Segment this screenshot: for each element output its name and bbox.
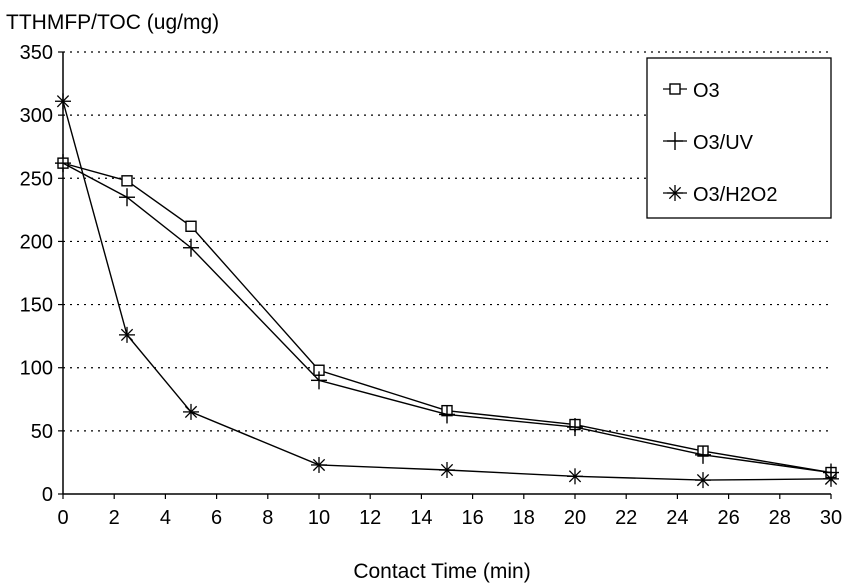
axes: [58, 51, 832, 499]
x-tick-label: 6: [211, 507, 222, 529]
legend-marker: [667, 185, 683, 201]
data-point-o3-uv: [55, 154, 71, 173]
y-tick-label: 300: [20, 105, 53, 127]
x-tick-label: 4: [160, 507, 171, 529]
x-tick-label: 0: [57, 507, 68, 529]
x-tick-label: 12: [359, 507, 381, 529]
x-tick-label: 2: [109, 507, 120, 529]
data-point-o3-uv: [183, 238, 199, 257]
x-tick-label: 16: [461, 507, 483, 529]
legend-item-o3: O3: [663, 80, 720, 102]
data-point-o3-h2o2: [55, 93, 71, 110]
y-tick-label: 200: [20, 231, 53, 253]
data-point-o3: [121, 175, 133, 187]
data-point-o3: [185, 220, 197, 232]
x-tick-label: 22: [615, 507, 637, 529]
legend-item-o3-uv: O3/UV: [663, 132, 754, 154]
x-tick-label: 8: [262, 507, 273, 529]
legend-marker: [667, 132, 683, 150]
x-tick-label: 10: [308, 507, 330, 529]
x-tick-label: 20: [564, 507, 586, 529]
legend: O3 O3/UV O3/H2O2: [646, 57, 832, 219]
legend-label: O3: [693, 80, 720, 102]
data-point-o3-uv: [439, 405, 455, 424]
series-line-o3-h2o2: [62, 101, 832, 481]
legend-label: O3/H2O2: [693, 184, 777, 206]
data-point-o3-uv: [695, 445, 711, 464]
data-point-o3-uv: [567, 418, 583, 437]
y-tick-label: 100: [20, 358, 53, 380]
data-point-o3-h2o2: [439, 462, 455, 479]
data-point-o3-h2o2: [119, 326, 135, 343]
x-tick-label: 14: [410, 507, 432, 529]
series-group: [55, 93, 839, 489]
y-tick-label: 0: [42, 484, 53, 506]
x-tick-label: 28: [769, 507, 791, 529]
x-tick-label: 24: [666, 507, 688, 529]
data-point-o3-h2o2: [823, 470, 839, 487]
x-tick-label: 18: [513, 507, 535, 529]
data-point-o3-uv: [119, 188, 135, 207]
data-point-o3-h2o2: [567, 468, 583, 485]
y-tick-label: 50: [31, 421, 53, 443]
y-tick-label: 350: [20, 42, 53, 64]
y-axis-title: TTHMFP/TOC (ug/mg): [6, 11, 219, 34]
data-point-o3-h2o2: [695, 472, 711, 489]
x-tick-label: 26: [717, 507, 739, 529]
legend-marker: [669, 83, 681, 95]
legend-item-o3-h2o2: O3/H2O2: [663, 184, 777, 206]
series-line-o3: [62, 162, 832, 474]
y-tick-label: 150: [20, 295, 53, 317]
data-point-o3-uv: [311, 371, 327, 390]
data-point-o3-h2o2: [311, 456, 327, 473]
x-axis-title: Contact Time (min): [353, 560, 530, 583]
data-point-o3-h2o2: [183, 403, 199, 420]
y-tick-label: 250: [20, 168, 53, 190]
series-o3-uv: [55, 154, 839, 482]
x-tick-label: 30: [820, 507, 842, 529]
legend-label: O3/UV: [693, 132, 754, 154]
series-o3-h2o2: [55, 93, 839, 489]
series-line-o3-uv: [62, 162, 832, 474]
